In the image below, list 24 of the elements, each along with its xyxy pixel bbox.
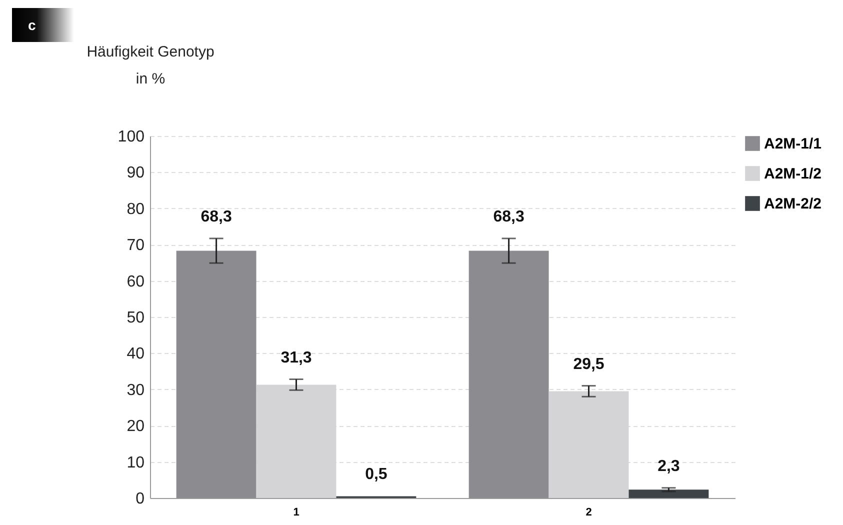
data-label: 29,5: [573, 356, 604, 373]
y-tick-label: 70: [126, 237, 145, 254]
legend-label: A2M-1/2: [764, 166, 822, 182]
data-label: 68,3: [200, 208, 232, 226]
legend-label: A2M-1/1: [764, 136, 822, 152]
legend-label: A2M-2/2: [764, 196, 822, 212]
y-tick-label: 100: [118, 128, 145, 146]
y-tick-label: 20: [126, 418, 145, 436]
x-tick-label: 2: [586, 506, 592, 518]
y-tick-label: 0: [136, 490, 145, 508]
y-axis-title: Häufigkeit Genotyp in %: [86, 44, 214, 88]
y-tick-label: 90: [126, 164, 145, 182]
x-tick-label: 1: [293, 506, 300, 518]
y-tick-label: 80: [126, 200, 145, 218]
data-label: 0,5: [365, 466, 388, 484]
data-label: 31,3: [280, 349, 312, 366]
y-tick-label: 10: [126, 454, 145, 472]
panel-label: c: [12, 8, 74, 42]
y-tick-label: 40: [126, 346, 145, 363]
y-tick-label: 50: [126, 310, 145, 326]
y-tick-label: 30: [126, 382, 145, 399]
y-tick-label: 60: [126, 273, 145, 290]
data-label: 68,3: [493, 208, 524, 226]
data-label: 2,3: [658, 458, 680, 475]
